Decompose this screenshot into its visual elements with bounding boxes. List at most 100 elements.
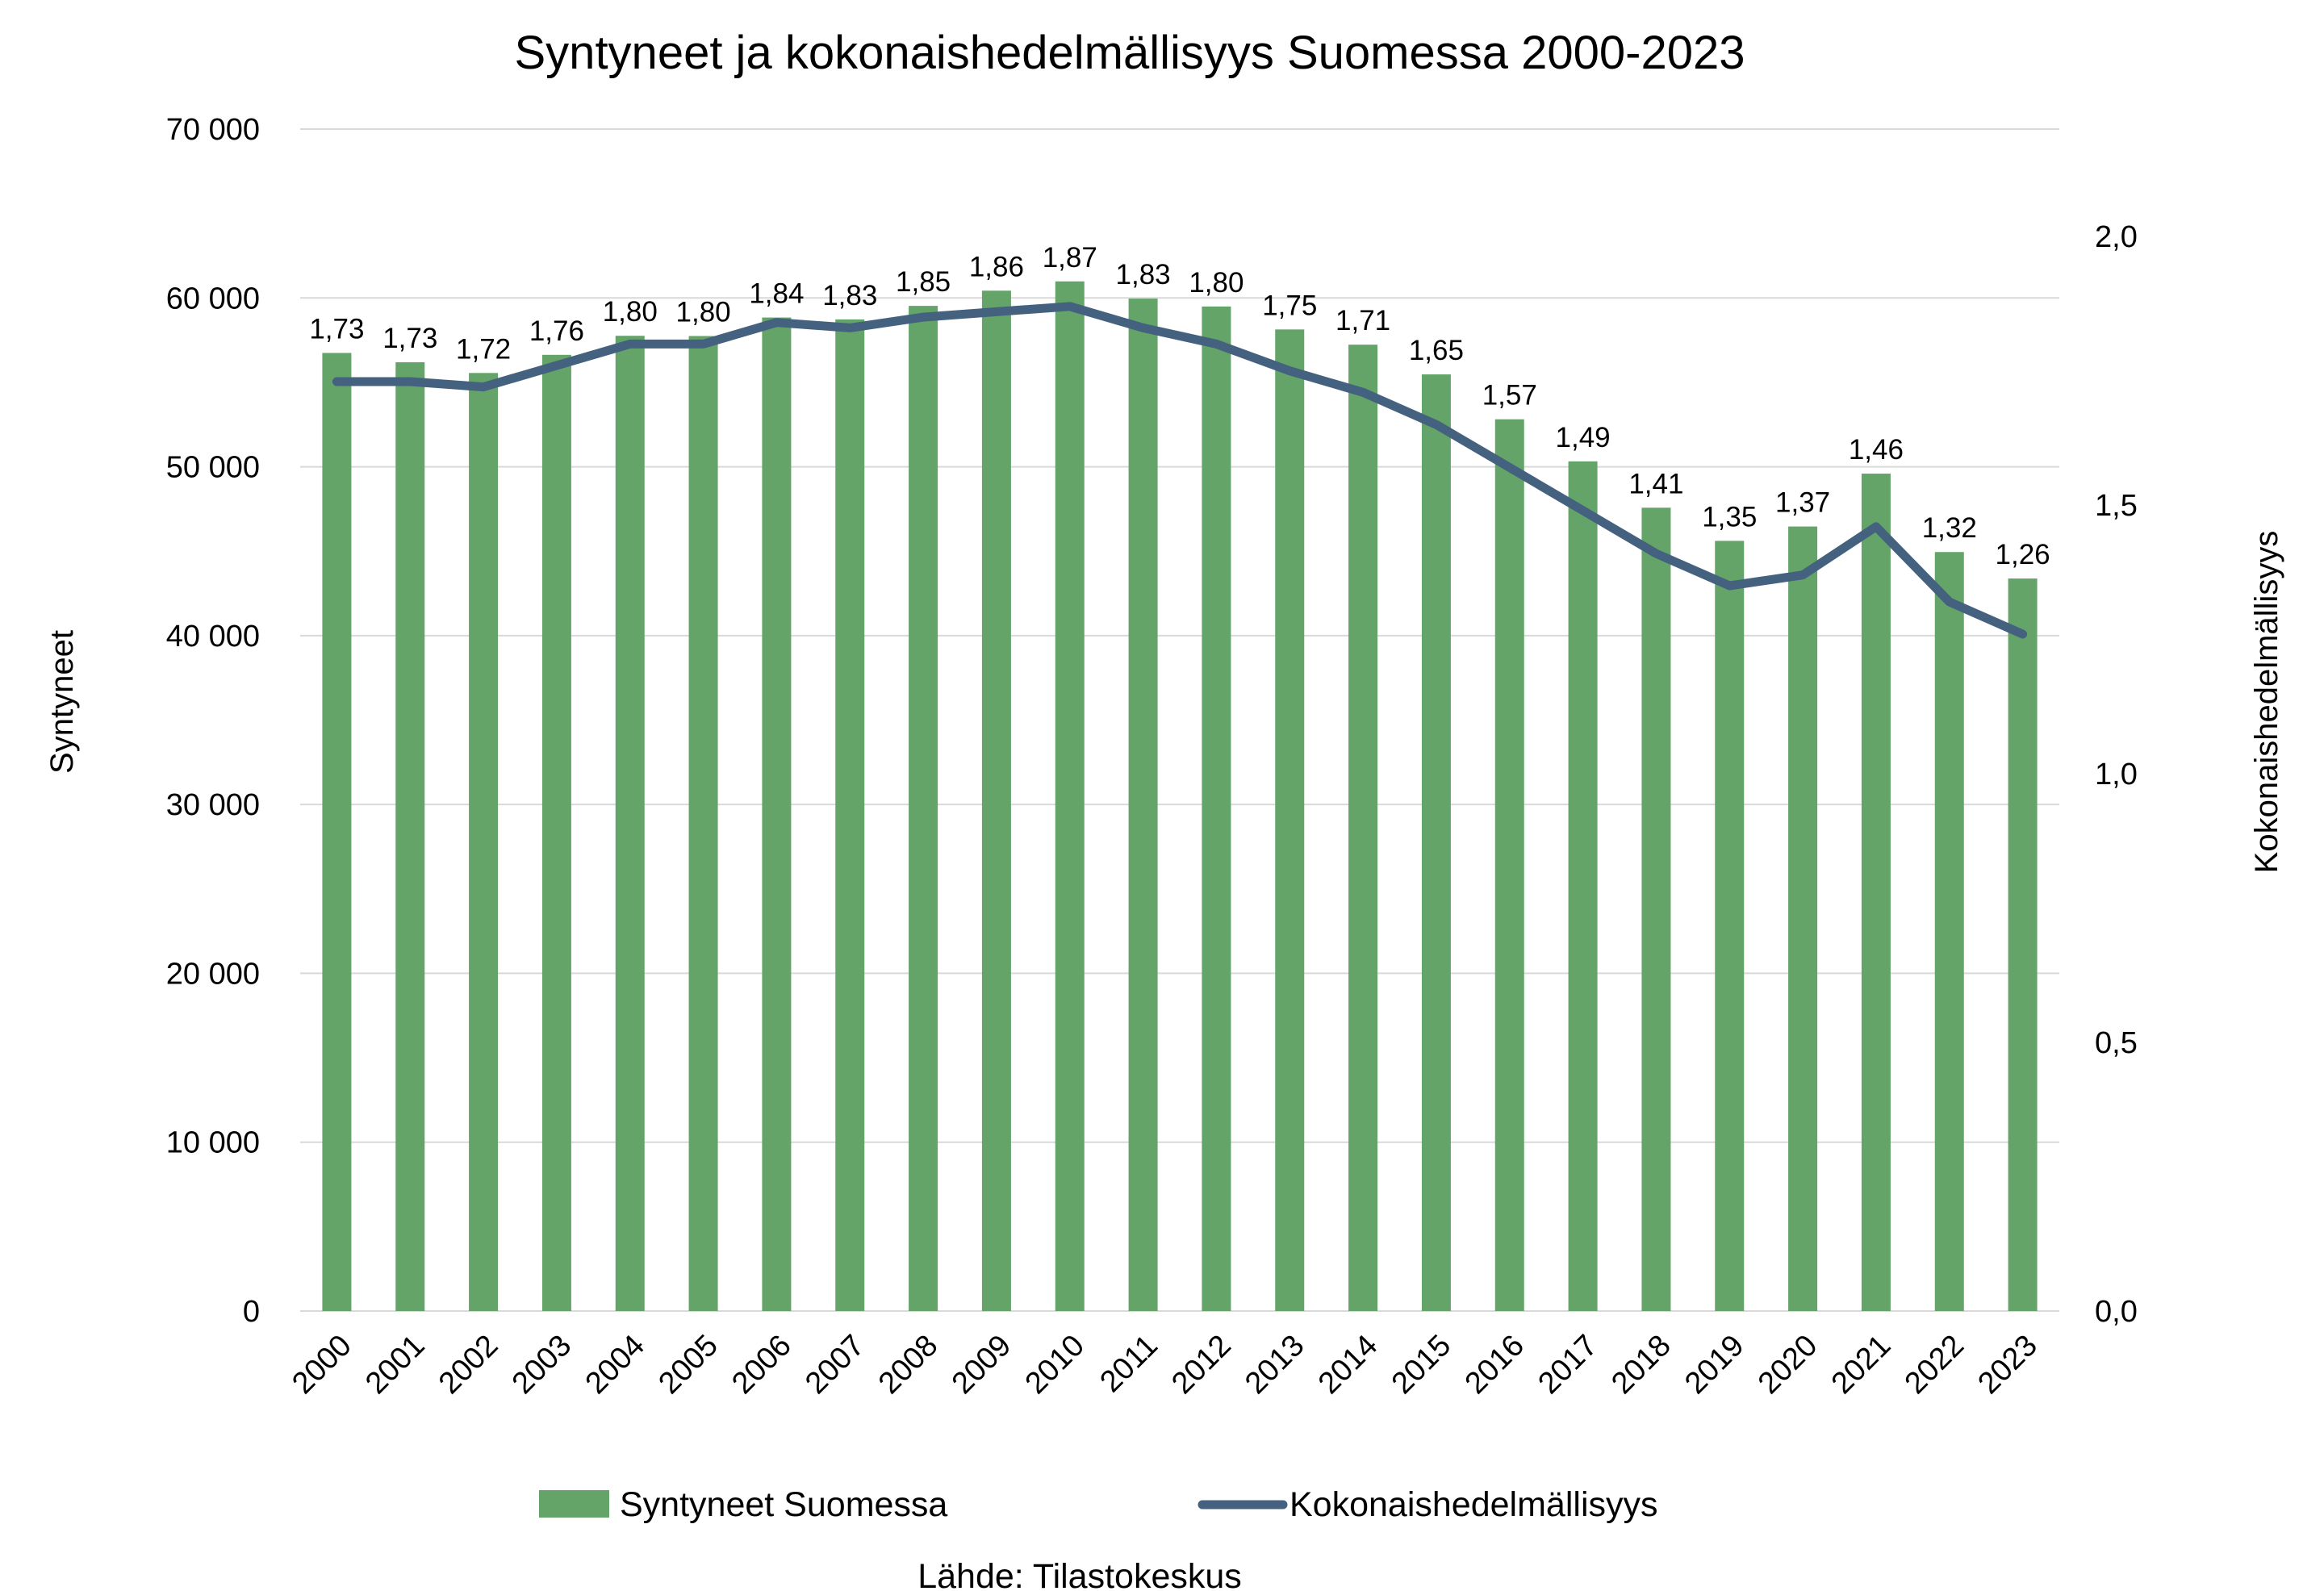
- legend-label-bars: Syntyneet Suomessa: [620, 1485, 947, 1524]
- bar: [469, 373, 499, 1311]
- bar: [1128, 299, 1158, 1311]
- right-tick-label: 0,5: [2095, 1026, 2138, 1060]
- data-label: 1,65: [1409, 335, 1464, 366]
- line-point: [483, 386, 485, 388]
- line-point: [1802, 574, 1804, 576]
- x-tick-label: 2016: [1459, 1329, 1531, 1401]
- line-point: [2021, 633, 2024, 635]
- x-tick-label: 2005: [652, 1329, 724, 1401]
- bar: [1861, 474, 1891, 1312]
- data-label: 1,41: [1628, 468, 1683, 499]
- right-tick-label: 2,0: [2095, 220, 2138, 254]
- line-point: [1215, 343, 1218, 345]
- line-point: [1508, 466, 1511, 469]
- x-tick-label: 2008: [872, 1329, 944, 1401]
- data-label: 1,32: [1922, 512, 1977, 544]
- line-point: [775, 321, 778, 324]
- data-label: 1,57: [1482, 380, 1537, 411]
- line-point: [849, 327, 851, 329]
- x-tick-label: 2014: [1312, 1329, 1384, 1401]
- bar: [762, 317, 792, 1311]
- bar: [541, 354, 571, 1312]
- left-tick-label: 40 000: [166, 620, 260, 654]
- data-label: 1,85: [896, 266, 951, 298]
- x-tick-label: 2023: [1971, 1329, 2043, 1401]
- x-tick-label: 2002: [433, 1329, 504, 1401]
- x-tick-label: 2009: [946, 1329, 1018, 1401]
- left-axis-ticks: 0 10 000 20 000 30 000 40 000 50 000 60 000 70 …: [166, 113, 260, 1329]
- line-point: [995, 311, 997, 313]
- data-label: 1,76: [529, 315, 584, 347]
- x-tick-label: 2006: [725, 1329, 797, 1401]
- bar: [615, 336, 645, 1312]
- bar: [1788, 526, 1818, 1311]
- data-label: 1,75: [1262, 290, 1317, 321]
- bar: [1055, 281, 1085, 1311]
- x-tick-label: 2012: [1165, 1329, 1237, 1401]
- x-tick-label: 2020: [1752, 1329, 1824, 1401]
- line-point: [409, 380, 412, 382]
- data-label: 1,83: [822, 280, 877, 311]
- line-point: [1948, 601, 1950, 603]
- bar: [1275, 329, 1305, 1312]
- bar: [1348, 345, 1378, 1311]
- bar: [1202, 306, 1231, 1312]
- x-axis-ticks: 2000 2001 2002 2003 2004 2005 2006 2007 2008 2009…: [286, 1329, 2044, 1401]
- left-tick-label: 20 000: [166, 957, 260, 991]
- bar: [2008, 578, 2038, 1311]
- chart-title: Syntyneet ja kokonaishedelmällisyys Suom…: [515, 27, 1745, 79]
- line-point: [336, 380, 338, 382]
- data-label: 1,80: [1189, 267, 1244, 299]
- line-point: [1875, 525, 1877, 528]
- data-label: 1,83: [1116, 259, 1171, 290]
- left-tick-label: 70 000: [166, 113, 260, 147]
- line-series: [332, 302, 2028, 639]
- right-tick-label: 1,5: [2095, 489, 2138, 523]
- bar: [1934, 552, 1964, 1311]
- data-label: 1,73: [382, 323, 437, 354]
- x-tick-label: 2017: [1532, 1329, 1603, 1401]
- left-tick-label: 10 000: [166, 1126, 260, 1160]
- data-label: 1,49: [1556, 422, 1611, 453]
- data-label: 1,86: [969, 251, 1024, 282]
- line-point: [1289, 370, 1291, 372]
- line-point: [1068, 305, 1071, 307]
- data-label: 1,73: [309, 313, 364, 345]
- line-point: [1655, 553, 1657, 555]
- line-point: [1728, 585, 1731, 587]
- bar: [1421, 374, 1451, 1311]
- bar: [688, 336, 718, 1312]
- x-tick-label: 2004: [579, 1329, 651, 1401]
- legend-swatch-bars: [539, 1490, 609, 1518]
- x-tick-label: 2018: [1605, 1329, 1677, 1401]
- x-tick-label: 2021: [1825, 1329, 1897, 1401]
- line-point: [555, 365, 558, 366]
- data-label: 1,80: [603, 296, 658, 328]
- x-tick-label: 2019: [1678, 1329, 1750, 1401]
- x-tick-label: 2001: [359, 1329, 431, 1401]
- line-path: [332, 302, 2028, 639]
- grid-lines: [300, 128, 2059, 1312]
- bar: [1494, 419, 1524, 1311]
- data-label: 1,71: [1335, 305, 1390, 336]
- legend-label-line: Kokonaishedelmällisyys: [1289, 1485, 1658, 1524]
- bar: [1641, 507, 1671, 1311]
- right-axis-ticks: 0,0 0,5 1,0 1,5 2,0: [2095, 220, 2138, 1329]
- line-point: [1362, 391, 1365, 394]
- left-tick-label: 0: [243, 1295, 260, 1329]
- x-tick-label: 2000: [286, 1329, 357, 1401]
- line-point: [1582, 509, 1584, 512]
- line-point: [1435, 424, 1437, 426]
- x-tick-label: 2011: [1093, 1329, 1164, 1399]
- x-tick-label: 2007: [799, 1329, 871, 1401]
- line-point: [629, 343, 631, 345]
- x-tick-label: 2013: [1239, 1329, 1310, 1401]
- bar: [322, 353, 352, 1312]
- line-point: [702, 343, 704, 345]
- left-tick-label: 30 000: [166, 788, 260, 822]
- bar: [395, 362, 425, 1312]
- data-label: 1,35: [1702, 501, 1757, 532]
- bar: [909, 306, 938, 1312]
- data-label: 1,80: [676, 296, 731, 328]
